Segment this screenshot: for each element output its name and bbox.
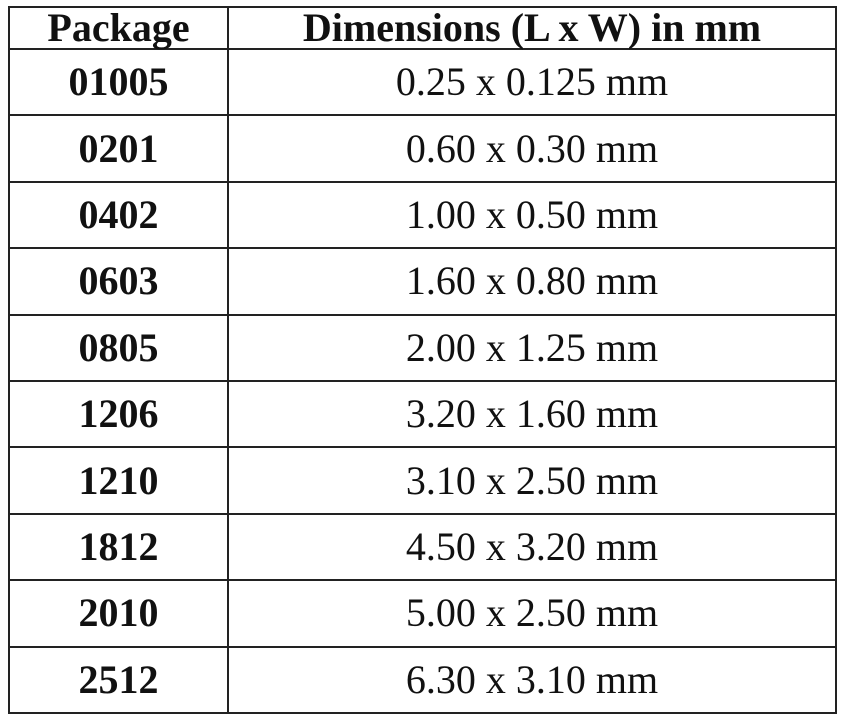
package-cell: 1206 <box>8 379 229 449</box>
header-row: Package Dimensions (L x W) in mm <box>8 6 837 50</box>
table-row: 0805 2.00 x 1.25 mm <box>8 313 837 382</box>
dimension-cell: 6.30 x 3.10 mm <box>227 645 837 715</box>
table-row: 0603 1.60 x 0.80 mm <box>8 247 837 316</box>
package-cell: 0603 <box>8 247 229 316</box>
table-row: 2010 5.00 x 2.50 mm <box>8 579 837 648</box>
package-cell: 2010 <box>8 579 229 648</box>
package-cell: 1210 <box>8 446 229 515</box>
dimension-cell: 1.00 x 0.50 mm <box>227 180 837 250</box>
dimension-cell: 4.50 x 3.20 mm <box>227 512 837 582</box>
dimension-cell: 0.60 x 0.30 mm <box>227 114 837 183</box>
package-cell: 2512 <box>8 645 229 715</box>
table-row: 1206 3.20 x 1.60 mm <box>8 379 837 449</box>
header-cell: Package <box>8 6 229 50</box>
package-cell: 0805 <box>8 313 229 382</box>
table-row: 01005 0.25 x 0.125 mm <box>8 47 837 117</box>
dimension-cell: 5.00 x 2.50 mm <box>227 579 837 648</box>
package-cell: 0402 <box>8 180 229 250</box>
table-row: 0201 0.60 x 0.30 mm <box>8 114 837 183</box>
package-cell: 01005 <box>8 47 229 117</box>
table-row: 2512 6.30 x 3.10 mm <box>8 645 837 715</box>
dimension-cell: 0.25 x 0.125 mm <box>227 47 837 117</box>
package-table: Package Dimensions (L x W) in mm 01005 0.2… <box>8 6 837 715</box>
package-cell: 1812 <box>8 512 229 582</box>
dimension-cell: 3.10 x 2.50 mm <box>227 446 837 515</box>
package-cell: 0201 <box>8 114 229 183</box>
dimension-cell: 3.20 x 1.60 mm <box>227 379 837 449</box>
table-row: 0402 1.00 x 0.50 mm <box>8 180 837 250</box>
table-row: 1812 4.50 x 3.20 mm <box>8 512 837 582</box>
dimension-cell: 2.00 x 1.25 mm <box>227 313 837 382</box>
header-cell: Dimensions (L x W) in mm <box>227 6 837 50</box>
dimension-cell: 1.60 x 0.80 mm <box>227 247 837 316</box>
table-row: 1210 3.10 x 2.50 mm <box>8 446 837 515</box>
